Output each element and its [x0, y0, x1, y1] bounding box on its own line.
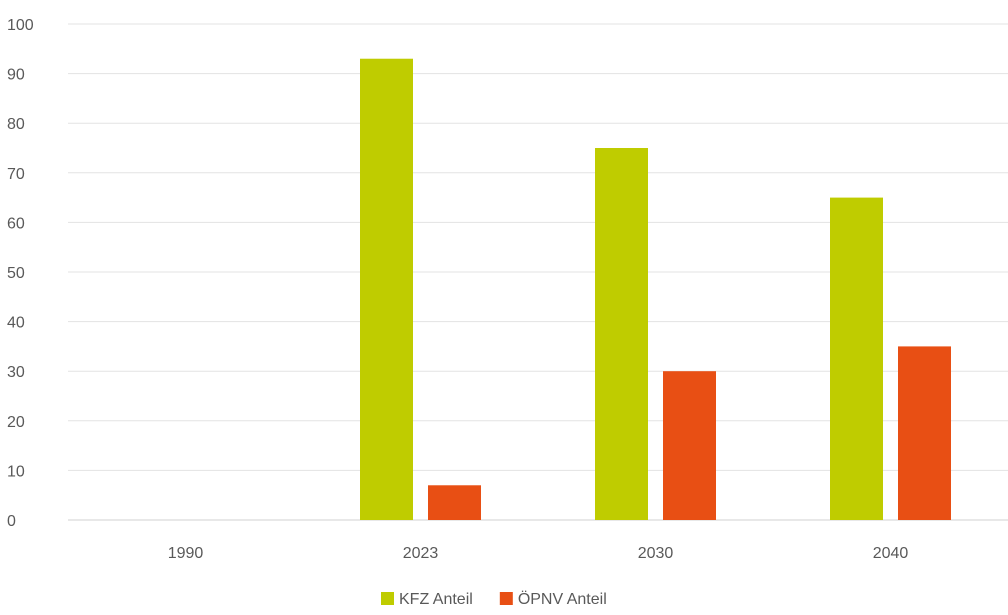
- bars: [360, 58, 951, 520]
- bar-oepnv-2023: [428, 485, 481, 520]
- y-tick-label: 10: [7, 463, 25, 480]
- x-tick-label: 2040: [873, 545, 909, 562]
- x-axis: 1990 2023 2030 2040: [168, 545, 909, 562]
- y-axis: 0 10 20 30 40 50 60 70 80 90 100: [7, 17, 34, 530]
- y-tick-label: 30: [7, 364, 25, 381]
- y-tick-label: 0: [7, 513, 16, 530]
- bar-kfz-2030: [595, 148, 648, 520]
- x-tick-label: 1990: [168, 545, 204, 562]
- bar-kfz-2040: [830, 197, 883, 520]
- x-tick-label: 2023: [403, 545, 439, 562]
- y-tick-label: 60: [7, 215, 25, 232]
- y-tick-label: 50: [7, 265, 25, 282]
- y-tick-label: 100: [7, 17, 34, 34]
- bar-kfz-2023: [360, 58, 413, 520]
- legend-label-kfz: KFZ Anteil: [399, 591, 473, 608]
- legend-label-oepnv: ÖPNV Anteil: [518, 590, 607, 608]
- legend-swatch-oepnv: [499, 592, 513, 605]
- legend: KFZ Anteil ÖPNV Anteil: [381, 590, 607, 608]
- y-tick-label: 80: [7, 116, 25, 133]
- bar-oepnv-2040: [898, 346, 951, 520]
- x-tick-label: 2030: [638, 545, 674, 562]
- bar-oepnv-2030: [663, 371, 716, 520]
- gridlines: [68, 23, 1008, 521]
- legend-swatch-kfz: [381, 592, 394, 605]
- y-tick-label: 40: [7, 315, 25, 332]
- y-tick-label: 70: [7, 166, 25, 183]
- y-tick-label: 20: [7, 414, 25, 431]
- y-tick-label: 90: [7, 67, 25, 84]
